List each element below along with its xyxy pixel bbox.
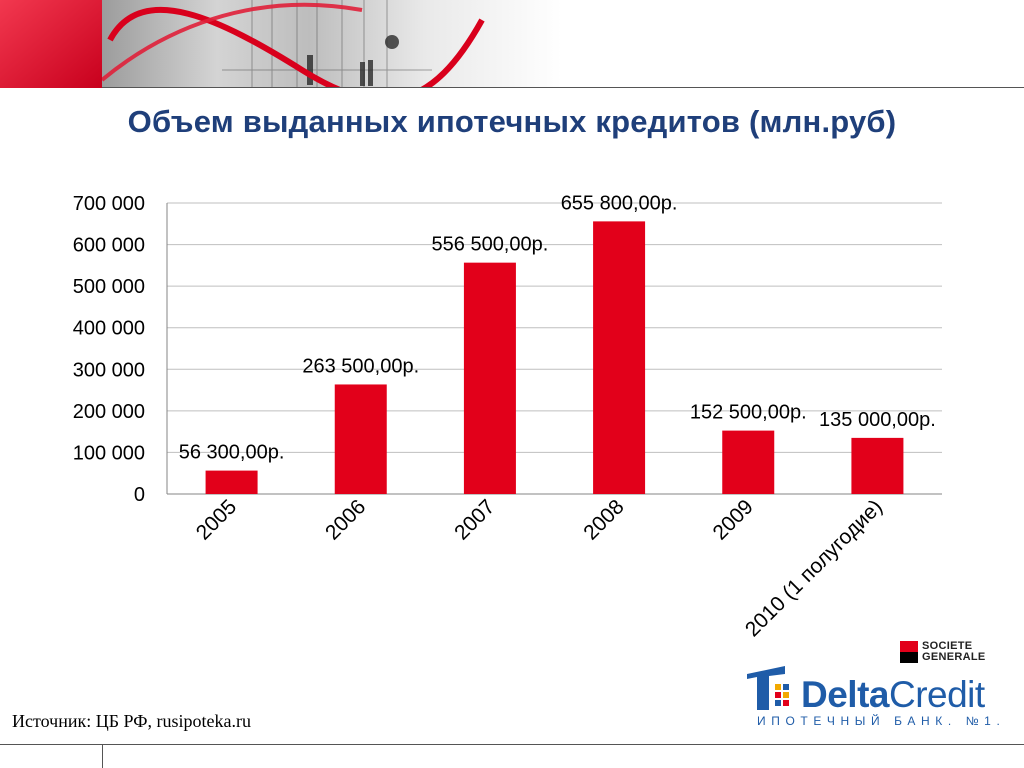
bar <box>722 430 775 494</box>
deltacredit-mark-icon <box>747 666 789 710</box>
data-label: 56 300,00р. <box>179 442 285 464</box>
bar <box>593 221 646 494</box>
y-tick-label: 600 000 <box>73 235 145 257</box>
bar <box>851 437 904 494</box>
sg-line-2: GENERALE <box>922 651 986 663</box>
y-tick-label: 100 000 <box>73 442 145 464</box>
category-label: 2010 (1 полугодие) <box>741 495 887 641</box>
category-label: 2009 <box>708 495 757 544</box>
societe-generale-logo: SOCIETE GENERALE <box>900 641 1000 665</box>
banner-red-block <box>0 0 102 88</box>
y-tick-label: 0 <box>134 484 145 506</box>
deltacredit-logo: DeltaCredit ИПОТЕЧНЫЙ БАНК. №1. <box>745 660 1005 735</box>
sg-line-1: SOCIETE <box>922 640 973 652</box>
bar <box>463 262 516 494</box>
category-label: 2007 <box>450 495 499 544</box>
header-banner <box>0 0 1024 88</box>
footer-tick <box>102 744 103 768</box>
y-tick-label: 400 000 <box>73 318 145 340</box>
data-label: 556 500,00р. <box>432 234 549 256</box>
footer-divider <box>0 744 1024 745</box>
deltacredit-name-thin: Credit <box>888 674 985 715</box>
y-tick-label: 300 000 <box>73 359 145 381</box>
societe-generale-mark <box>900 641 918 663</box>
category-label: 2006 <box>321 495 370 544</box>
data-label: 263 500,00р. <box>302 355 419 377</box>
source-note: Источник: ЦБ РФ, rusipoteka.ru <box>12 711 251 731</box>
data-label: 152 500,00р. <box>690 402 807 424</box>
category-label: 2008 <box>579 495 628 544</box>
banner-photo <box>100 0 562 88</box>
deltacredit-name-bold: Delta <box>801 674 889 715</box>
category-label: 2005 <box>192 495 241 544</box>
y-tick-label: 700 000 <box>73 193 145 215</box>
bar <box>334 384 387 494</box>
page-title: Объем выданных ипотечных кредитов (млн.р… <box>127 104 897 139</box>
header-divider <box>102 87 1024 88</box>
bar <box>205 470 258 494</box>
y-tick-label: 200 000 <box>73 401 145 423</box>
y-tick-label: 500 000 <box>73 276 145 298</box>
deltacredit-tagline: ИПОТЕЧНЫЙ БАНК. №1. <box>757 714 1006 728</box>
data-label: 655 800,00р. <box>561 192 678 214</box>
data-label: 135 000,00р. <box>819 409 936 431</box>
